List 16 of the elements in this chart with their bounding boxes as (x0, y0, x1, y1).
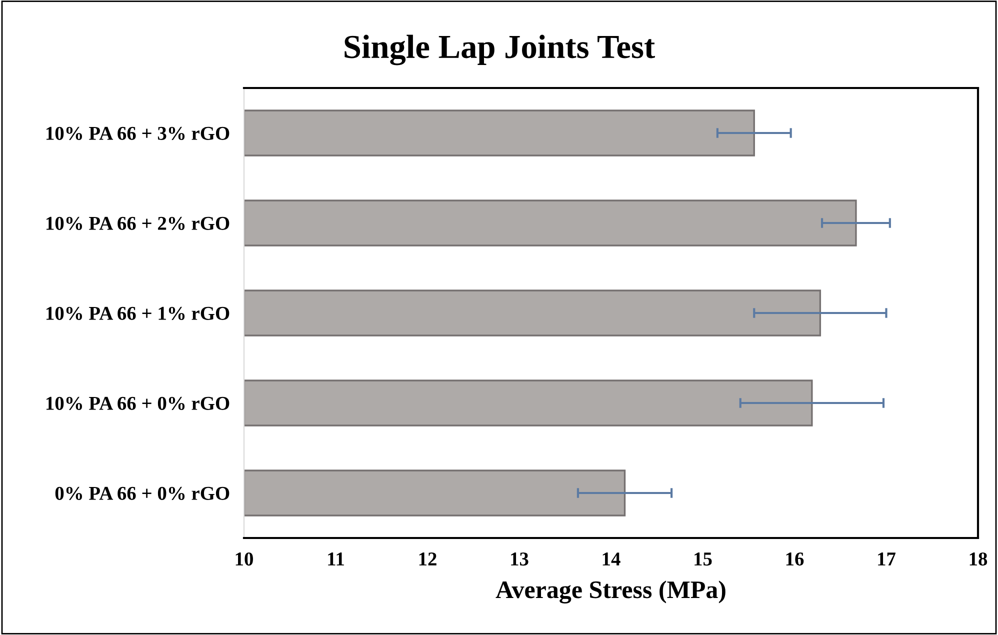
y-tick-label: 10% PA 66 + 0% rGO (46, 396, 230, 410)
x-tick-label: 18 (970, 552, 988, 566)
x-tick-label: 14 (602, 552, 620, 566)
x-tick-label: 15 (694, 552, 712, 566)
x-tick-label: 12 (419, 552, 436, 566)
x-tick-label: 17 (878, 552, 896, 566)
chart-title: Single Lap Joints Test (344, 34, 655, 66)
y-tick-label: 0% PA 66 + 0% rGO (55, 486, 230, 500)
x-tick-label: 11 (328, 552, 344, 566)
y-tick-label: 10% PA 66 + 1% rGO (46, 306, 230, 320)
x-axis-title: Average Stress (MPa) (496, 580, 726, 604)
x-tick-label: 16 (786, 552, 804, 566)
x-tick-label: 10 (236, 552, 253, 566)
y-tick-label: 10% PA 66 + 3% rGO (46, 126, 230, 140)
y-tick-label: 10% PA 66 + 2% rGO (46, 216, 230, 230)
x-tick-label: 13 (511, 552, 528, 566)
